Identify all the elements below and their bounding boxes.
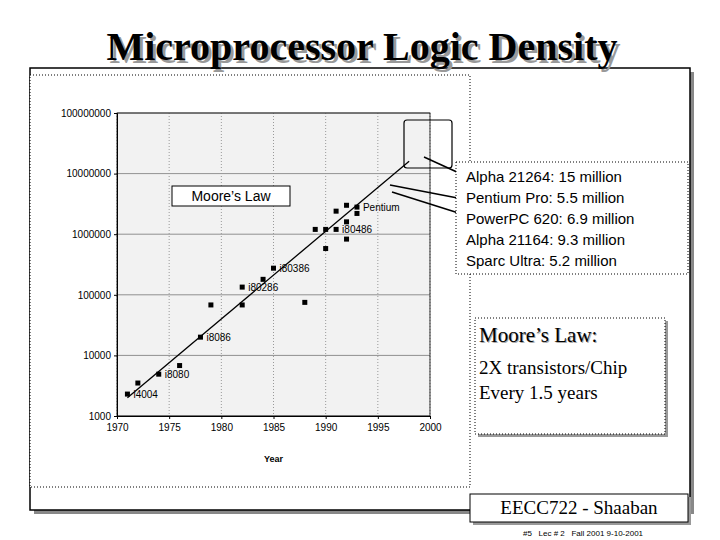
- y-tick-label: 1000000: [72, 229, 111, 240]
- point-label: i8086: [206, 332, 231, 343]
- y-tick-mark: [114, 113, 117, 114]
- point: [261, 277, 266, 282]
- y-tick-mark: [114, 355, 117, 356]
- y-tick-label: 100000000: [61, 108, 111, 119]
- marks: [125, 161, 409, 398]
- point-label: i4004: [133, 389, 158, 400]
- callout-text: PowerPC 620: 6.9 million: [466, 210, 634, 227]
- point: [334, 209, 339, 214]
- y-tick: 10000000: [67, 168, 118, 179]
- x-axis-line: [118, 417, 431, 420]
- law-text: 2X transistors/Chip: [479, 357, 627, 378]
- x-axis-title: Year: [264, 454, 284, 464]
- x-tick-label: 1985: [263, 422, 286, 433]
- callout-text: Pentium Pro: 5.5 million: [466, 189, 624, 206]
- law-box: [475, 318, 665, 434]
- point-label: i80386: [280, 263, 310, 274]
- y-tick-mark: [114, 416, 117, 417]
- frame: [30, 68, 690, 510]
- point: [135, 381, 140, 386]
- x-tick-label: 1970: [106, 422, 129, 433]
- x-tick-mark: [221, 416, 222, 419]
- plot-frame: [117, 113, 430, 416]
- grid-line-x: [377, 113, 378, 416]
- x-tick: 2000: [419, 416, 442, 433]
- callout-zoom-box: [404, 120, 452, 168]
- point-label: Pentium: [363, 202, 400, 213]
- grid-line-x: [325, 113, 326, 416]
- grid-line-x: [273, 113, 274, 416]
- y-tick: 10000: [83, 350, 117, 361]
- series-label-box: [172, 186, 290, 206]
- x-tick-mark: [430, 416, 431, 419]
- x-tick-label: 1995: [367, 422, 390, 433]
- point: [344, 203, 349, 208]
- point: [354, 211, 359, 216]
- y-tick-mark: [114, 174, 117, 175]
- callout-text: Sparc Ultra: 5.2 million: [466, 252, 617, 269]
- x-tick-label: 2000: [419, 422, 442, 433]
- footer-box: [470, 494, 688, 522]
- grid-line-x: [221, 113, 222, 416]
- point-label: i8080: [165, 369, 190, 380]
- x-tick-mark: [326, 416, 327, 419]
- point: [323, 246, 328, 251]
- x-tick-label: 1975: [159, 422, 182, 433]
- law-text: Every 1.5 years: [479, 382, 598, 403]
- point: [177, 363, 182, 368]
- law-heading: Moore’s Law:: [479, 323, 597, 347]
- point: [208, 302, 213, 307]
- grid-line-y: [117, 355, 430, 356]
- point: [344, 237, 349, 242]
- x-axis: 1970 1975 1980 1985 1990 1995 2000: [106, 416, 442, 433]
- point: [271, 266, 276, 271]
- point-label: i80286: [248, 282, 278, 293]
- point: [240, 285, 245, 290]
- y-tick: 100000: [78, 290, 117, 301]
- point: [313, 227, 318, 232]
- grid: [117, 113, 430, 416]
- x-tick: 1975: [159, 416, 182, 433]
- point: [334, 227, 339, 232]
- chart-panel: [30, 75, 470, 487]
- x-tick-label: 1980: [211, 422, 234, 433]
- y-tick-mark: [114, 295, 117, 296]
- x-tick: 1995: [367, 416, 390, 433]
- y-tick-label: 10000: [83, 350, 111, 361]
- y-tick-mark: [114, 234, 117, 235]
- y-tick: 100000000: [61, 108, 117, 119]
- grid-line-y: [117, 294, 430, 295]
- y-tick-label: 100000: [78, 290, 112, 301]
- point-label: i80486: [342, 224, 372, 235]
- slide: Microprocessor Logic Density 1970 1975 1980…: [0, 0, 720, 540]
- y-tick-label: 1000: [89, 411, 112, 422]
- trend-line: [127, 161, 409, 398]
- y-tick: 1000: [89, 411, 117, 422]
- mark-labels: i4004 i8080 i8086 i80286i80386 i80486 Pentium: [133, 202, 399, 400]
- footer-slide: #5 Lec # 2 Fall 2001 9-10-2001: [523, 529, 644, 538]
- plot-area: [117, 113, 430, 416]
- callout-box: [456, 162, 688, 274]
- point: [302, 300, 307, 305]
- y-tick: 1000000: [72, 229, 117, 240]
- x-tick: 1990: [315, 416, 338, 433]
- callout-text: Alpha 21164: 9.3 million: [466, 231, 625, 248]
- series-label: Moore’s Law: [191, 188, 271, 204]
- x-tick-label: 1990: [315, 422, 338, 433]
- callout-text: Alpha 21264: 15 million: [466, 168, 622, 185]
- x-tick: 1985: [263, 416, 286, 433]
- y-tick-label: 10000000: [67, 168, 112, 179]
- footer-course: EECC722 - Shaaban: [500, 497, 658, 518]
- x-tick: 1980: [211, 416, 234, 433]
- x-tick-mark: [169, 416, 170, 419]
- x-tick-mark: [274, 416, 275, 419]
- x-tick-mark: [378, 416, 379, 419]
- y-axis: 1000 10000 100000 1000000 10000000 100000000: [61, 108, 118, 422]
- title: Microprocessor Logic Density: [106, 24, 617, 69]
